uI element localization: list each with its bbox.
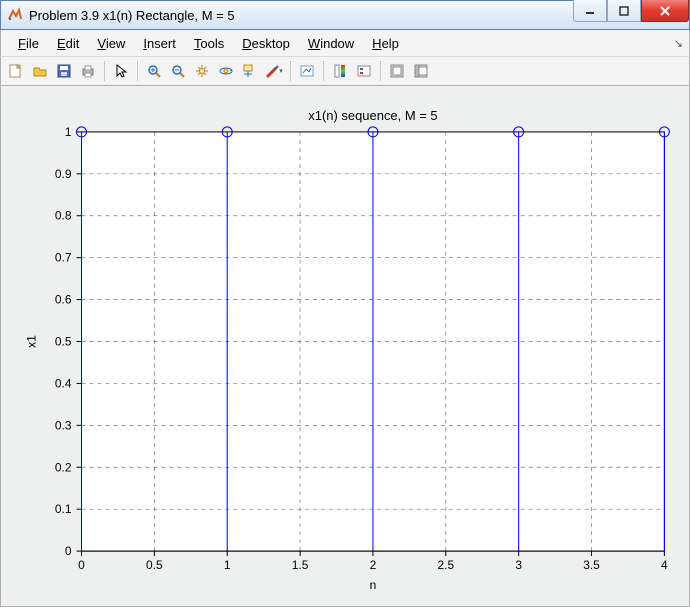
window-controls (573, 1, 689, 29)
svg-text:1: 1 (65, 125, 72, 139)
titlebar: Problem 3.9 x1(n) Rectangle, M = 5 (0, 0, 690, 30)
menu-desktop[interactable]: Desktop (233, 33, 299, 54)
svg-text:0.4: 0.4 (55, 376, 72, 390)
svg-text:0.8: 0.8 (55, 209, 72, 223)
svg-text:3.5: 3.5 (583, 558, 600, 572)
figure-area: 0 0.5 1 1.5 2 2.5 3 3.5 4 0 0.1 0.2 0.3 0.4 0.5 0.6 0.7 0… (0, 86, 690, 607)
svg-text:2: 2 (370, 558, 377, 572)
svg-text:0: 0 (78, 558, 85, 572)
minimize-button[interactable] (573, 0, 607, 22)
svg-text:3: 3 (515, 558, 522, 572)
menu-file[interactable]: File (9, 33, 48, 54)
menu-edit[interactable]: Edit (48, 33, 88, 54)
open-icon[interactable] (29, 60, 51, 82)
colorbar-icon[interactable] (329, 60, 351, 82)
svg-text:0.5: 0.5 (55, 335, 72, 349)
toolbar-separator (137, 61, 138, 81)
data-cursor-icon[interactable] (239, 60, 261, 82)
menu-insert[interactable]: Insert (134, 33, 185, 54)
svg-text:0.3: 0.3 (55, 418, 72, 432)
toolbar: ▾ (0, 56, 690, 86)
pan-icon[interactable] (191, 60, 213, 82)
svg-text:n: n (370, 578, 377, 592)
toolbar-separator (290, 61, 291, 81)
toolbar-separator (380, 61, 381, 81)
close-button[interactable] (641, 0, 689, 22)
svg-text:1: 1 (224, 558, 231, 572)
toolbar-separator (104, 61, 105, 81)
print-icon[interactable] (77, 60, 99, 82)
link-data-icon[interactable] (296, 60, 318, 82)
legend-icon[interactable] (353, 60, 375, 82)
pointer-icon[interactable] (110, 60, 132, 82)
brush-icon[interactable]: ▾ (263, 60, 285, 82)
menubar: File Edit View Insert Tools Desktop Wind… (0, 30, 690, 56)
save-icon[interactable] (53, 60, 75, 82)
svg-text:0: 0 (65, 544, 72, 558)
axes[interactable]: 0 0.5 1 1.5 2 2.5 3 3.5 4 0 0.1 0.2 0.3 0.4 0.5 0.6 0.7 0… (5, 90, 685, 602)
svg-text:0.6: 0.6 (55, 293, 72, 307)
matlab-app-icon (7, 7, 23, 23)
zoom-out-icon[interactable] (167, 60, 189, 82)
svg-text:0.9: 0.9 (55, 167, 72, 181)
toolbar-separator (323, 61, 324, 81)
menu-window[interactable]: Window (299, 33, 363, 54)
dock-menu-icon[interactable]: ↘ (674, 37, 683, 50)
svg-text:0.5: 0.5 (146, 558, 163, 572)
rotate-3d-icon[interactable] (215, 60, 237, 82)
new-figure-icon[interactable] (5, 60, 27, 82)
svg-text:0.2: 0.2 (55, 460, 72, 474)
svg-text:0.1: 0.1 (55, 502, 72, 516)
svg-text:x1(n) sequence, M = 5: x1(n) sequence, M = 5 (308, 108, 437, 123)
svg-text:2.5: 2.5 (437, 558, 454, 572)
hide-plot-tools-icon[interactable] (386, 60, 408, 82)
figure-canvas: 0 0.5 1 1.5 2 2.5 3 3.5 4 0 0.1 0.2 0.3 0.4 0.5 0.6 0.7 0… (5, 90, 685, 602)
window-title: Problem 3.9 x1(n) Rectangle, M = 5 (29, 8, 573, 23)
svg-text:1.5: 1.5 (292, 558, 309, 572)
svg-text:x1: x1 (25, 335, 39, 348)
show-plot-tools-icon[interactable] (410, 60, 432, 82)
svg-text:0.7: 0.7 (55, 251, 72, 265)
menu-tools[interactable]: Tools (185, 33, 233, 54)
menu-view[interactable]: View (88, 33, 134, 54)
maximize-button[interactable] (607, 0, 641, 22)
zoom-in-icon[interactable] (143, 60, 165, 82)
menu-help[interactable]: Help (363, 33, 408, 54)
svg-text:4: 4 (661, 558, 668, 572)
